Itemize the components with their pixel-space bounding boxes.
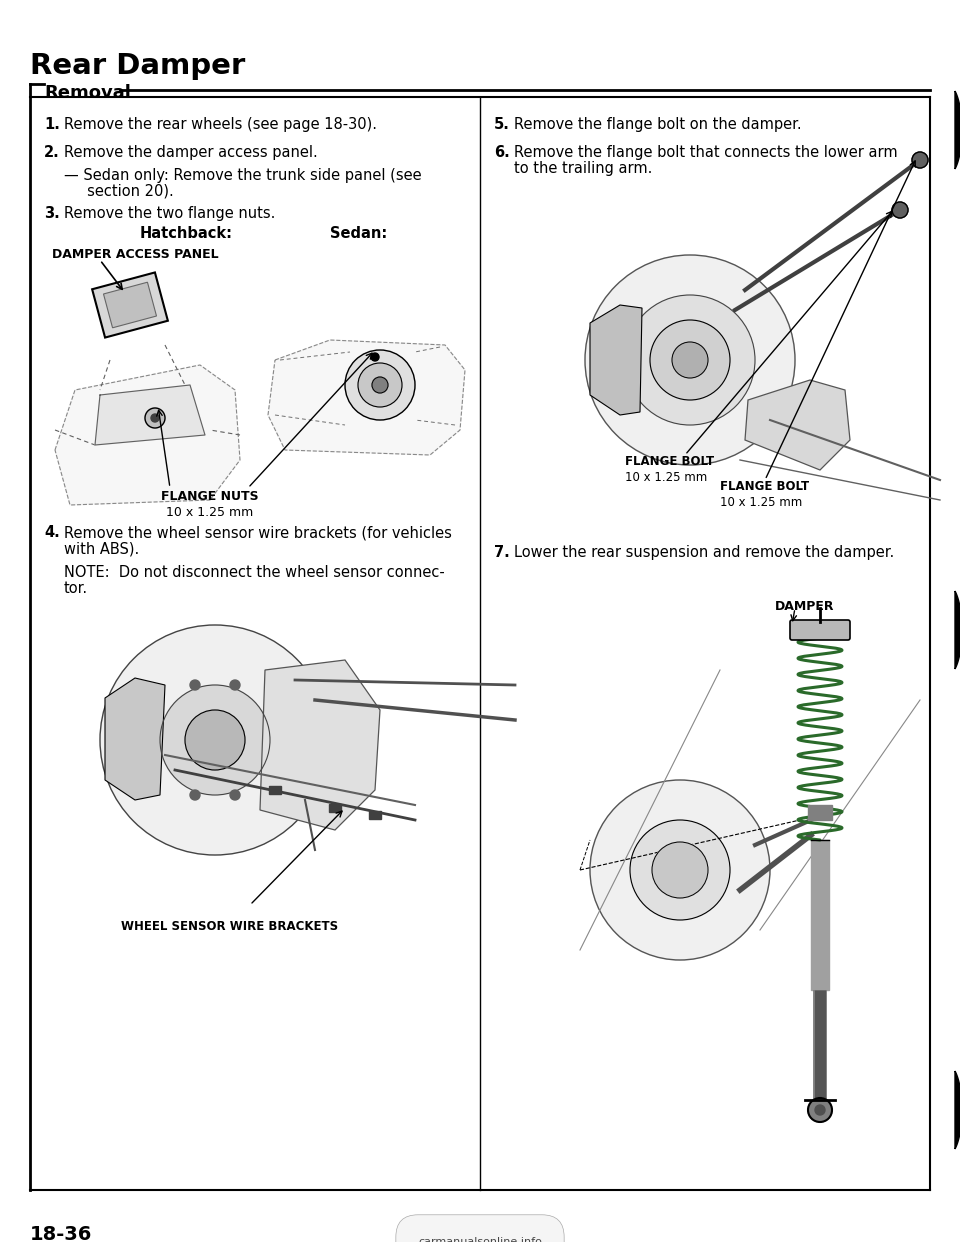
Circle shape (625, 296, 755, 425)
Bar (269, 786, 281, 794)
Text: Removal: Removal (44, 84, 131, 102)
Polygon shape (955, 591, 960, 669)
Text: NOTE:  Do not disconnect the wheel sensor connec-: NOTE: Do not disconnect the wheel sensor… (64, 565, 444, 580)
Text: 6.: 6. (494, 145, 510, 160)
Polygon shape (92, 272, 168, 338)
Bar (369, 811, 381, 818)
Circle shape (185, 710, 245, 770)
Polygon shape (95, 385, 205, 445)
Text: Sedan:: Sedan: (330, 226, 387, 241)
Text: FLANGE BOLT: FLANGE BOLT (625, 455, 714, 468)
Text: FLANGE BOLT: FLANGE BOLT (720, 479, 809, 493)
Circle shape (815, 1105, 825, 1115)
Circle shape (145, 409, 165, 428)
Bar (808, 805, 832, 820)
Circle shape (371, 353, 379, 361)
Polygon shape (105, 678, 165, 800)
Circle shape (100, 625, 330, 854)
Text: Lower the rear suspension and remove the damper.: Lower the rear suspension and remove the… (514, 545, 895, 560)
Text: Remove the wheel sensor wire brackets (for vehicles: Remove the wheel sensor wire brackets (f… (64, 525, 452, 540)
Text: DAMPER ACCESS PANEL: DAMPER ACCESS PANEL (52, 248, 219, 261)
Text: DAMPER: DAMPER (776, 600, 835, 614)
Circle shape (358, 363, 402, 407)
Polygon shape (590, 306, 642, 415)
Text: 7.: 7. (494, 545, 510, 560)
Circle shape (650, 320, 730, 400)
Polygon shape (955, 91, 960, 169)
FancyBboxPatch shape (790, 620, 850, 640)
Polygon shape (260, 660, 380, 830)
Circle shape (585, 255, 795, 465)
Bar (811, 840, 829, 990)
Circle shape (590, 780, 770, 960)
Text: 4.: 4. (44, 525, 60, 540)
Text: Remove the flange bolt that connects the lower arm: Remove the flange bolt that connects the… (514, 145, 898, 160)
Text: 3.: 3. (44, 206, 60, 221)
Circle shape (190, 790, 200, 800)
Circle shape (372, 378, 388, 392)
Text: Rear Damper: Rear Damper (30, 52, 245, 79)
Polygon shape (955, 1071, 960, 1149)
Circle shape (892, 202, 908, 219)
Text: tor.: tor. (64, 581, 88, 596)
Text: section 20).: section 20). (64, 184, 174, 199)
Circle shape (630, 820, 730, 920)
Text: 18-36: 18-36 (30, 1225, 92, 1242)
Text: Remove the two flange nuts.: Remove the two flange nuts. (64, 206, 276, 221)
Text: to the trailing arm.: to the trailing arm. (514, 161, 653, 176)
Polygon shape (745, 380, 850, 469)
Circle shape (808, 1098, 832, 1122)
Circle shape (190, 681, 200, 691)
Text: 2.: 2. (44, 145, 60, 160)
Circle shape (151, 414, 159, 422)
Text: WHEEL SENSOR WIRE BRACKETS: WHEEL SENSOR WIRE BRACKETS (121, 920, 339, 933)
Text: carmanualsonline.info: carmanualsonline.info (418, 1237, 542, 1242)
Text: 1.: 1. (44, 117, 60, 132)
Circle shape (672, 342, 708, 378)
Bar (329, 804, 341, 812)
Circle shape (230, 681, 240, 691)
Text: Remove the damper access panel.: Remove the damper access panel. (64, 145, 318, 160)
Text: — Sedan only: Remove the trunk side panel (see: — Sedan only: Remove the trunk side pane… (64, 168, 421, 183)
Circle shape (912, 152, 928, 168)
Text: Remove the flange bolt on the damper.: Remove the flange bolt on the damper. (514, 117, 802, 132)
Text: Hatchback:: Hatchback: (140, 226, 233, 241)
Text: with ABS).: with ABS). (64, 542, 139, 556)
Polygon shape (104, 282, 156, 328)
Circle shape (230, 790, 240, 800)
Text: 10 x 1.25 mm: 10 x 1.25 mm (166, 505, 253, 519)
Circle shape (652, 842, 708, 898)
Circle shape (160, 686, 270, 795)
Text: 5.: 5. (494, 117, 510, 132)
Text: Remove the rear wheels (see page 18-30).: Remove the rear wheels (see page 18-30). (64, 117, 377, 132)
Text: 10 x 1.25 mm: 10 x 1.25 mm (720, 496, 803, 509)
Polygon shape (268, 340, 465, 455)
Circle shape (345, 350, 415, 420)
Polygon shape (55, 365, 240, 505)
Text: 10 x 1.25 mm: 10 x 1.25 mm (625, 471, 708, 484)
Text: FLANGE NUTS: FLANGE NUTS (161, 491, 259, 503)
